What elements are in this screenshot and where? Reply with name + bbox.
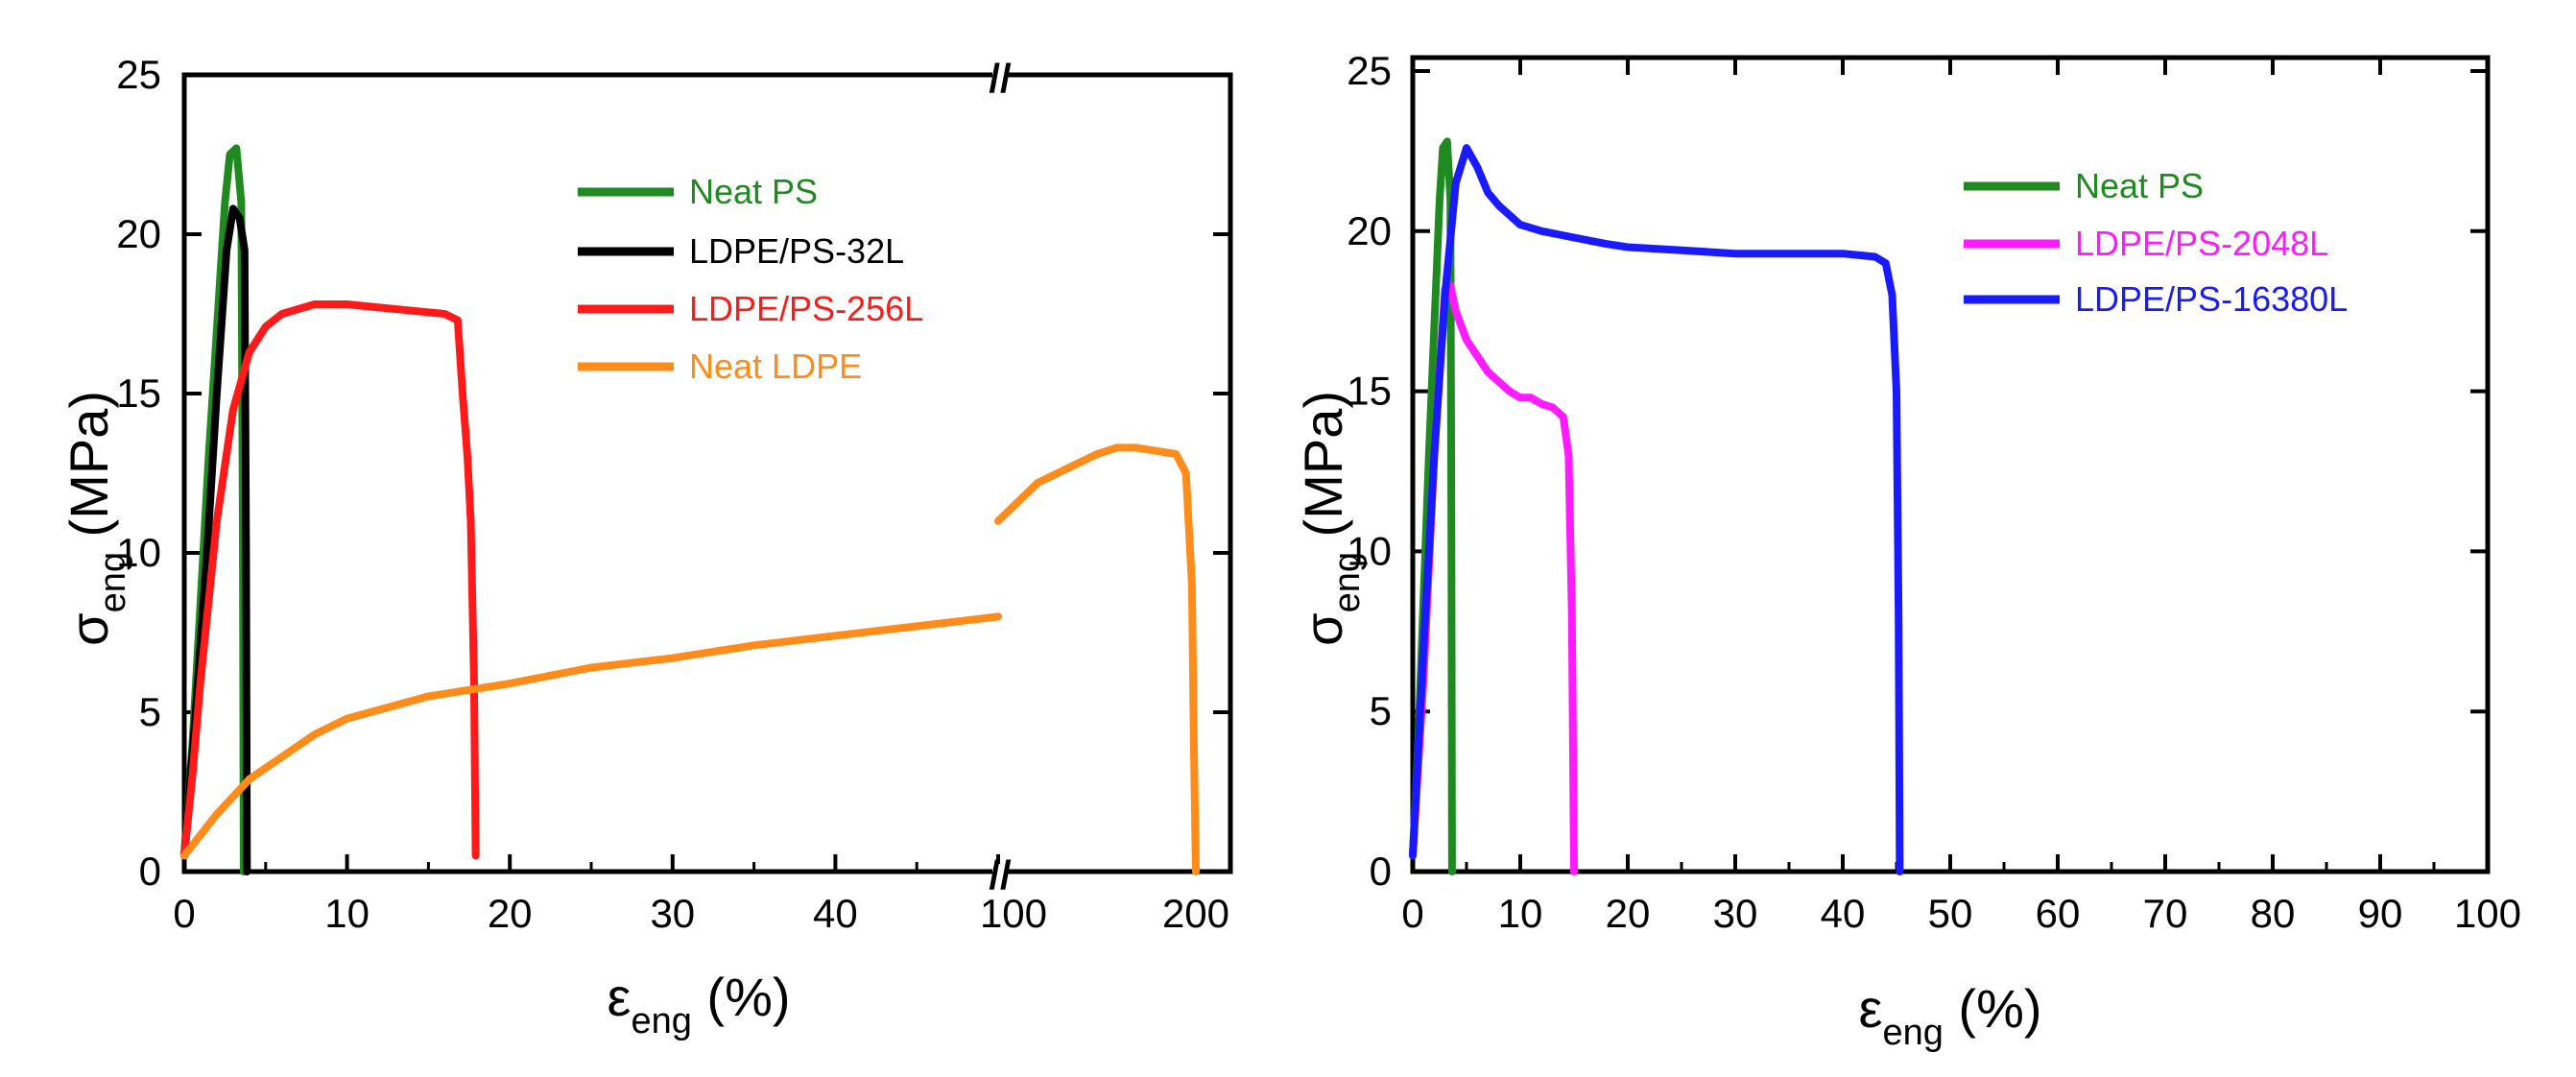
series-line (1409, 144, 1904, 875)
break-mark: // (989, 852, 1012, 898)
series-line (994, 443, 1200, 875)
x-tick-label: 40 (1821, 891, 1866, 936)
x-tick-label: 30 (650, 891, 695, 936)
x-tick-label: 10 (1498, 891, 1543, 936)
break-mark: // (989, 56, 1012, 101)
y-tick-label: 5 (1370, 688, 1392, 733)
break-gap (992, 67, 1008, 83)
right-y-unit: (MPa) (1293, 391, 1353, 552)
x-tick-label: 80 (2251, 891, 2296, 936)
y-tick-label: 25 (116, 52, 161, 97)
y-tick-label: 20 (1347, 208, 1392, 253)
legend-label: LDPE/PS-32L (689, 231, 904, 271)
right-legend: Neat PS LDPE/PS-2048L LDPE/PS-16380L (1964, 166, 2348, 319)
left-x-sub: eng (631, 1001, 691, 1041)
y-tick-label: 15 (116, 371, 161, 416)
x-tick-label: 60 (2036, 891, 2081, 936)
y-tick-label: 15 (1347, 369, 1392, 414)
left-legend: Neat PS LDPE/PS-32L LDPE/PS-256L Neat LD… (578, 172, 923, 386)
x-tick-label: 20 (488, 891, 533, 936)
x-tick-label: 20 (1606, 891, 1651, 936)
left-series (180, 144, 1200, 875)
right-x-unit: (%) (1944, 978, 2042, 1039)
x-tick-label: 30 (1713, 891, 1758, 936)
x-tick-label: 50 (1928, 891, 1973, 936)
x-tick-label: 100 (980, 891, 1047, 936)
x-tick-label: 10 (324, 891, 370, 936)
right-tick-labels: 0 5 10 15 20 25 0 10 20 30 40 50 60 70 80 90 100 (1347, 48, 2521, 936)
right-series (1409, 137, 1904, 875)
y-tick-label: 5 (139, 689, 161, 734)
right-x-symbol: ε (1858, 978, 1882, 1039)
legend-label: LDPE/PS-2048L (2075, 224, 2328, 263)
series-line (180, 612, 1002, 860)
legend-label: Neat PS (689, 172, 818, 211)
series-line (180, 204, 251, 875)
left-y-sub: eng (93, 552, 133, 612)
legend-label: Neat PS (2075, 166, 2204, 205)
legend-item: LDPE/PS-256L (578, 289, 923, 328)
right-x-axis-title: εeng (%) (1858, 978, 2041, 1053)
legend-item: LDPE/PS-16380L (1964, 279, 2348, 319)
y-tick-label: 10 (1347, 528, 1392, 573)
x-tick-label: 70 (2143, 891, 2188, 936)
legend-label: LDPE/PS-256L (689, 289, 923, 328)
y-tick-label: 20 (116, 211, 161, 256)
x-tick-label: 40 (813, 891, 858, 936)
y-tick-label: 10 (116, 530, 161, 575)
y-tick-label: 0 (1370, 849, 1392, 894)
x-tick-label: 200 (1162, 891, 1229, 936)
legend-item: Neat PS (578, 172, 818, 211)
y-tick-label: 0 (139, 849, 161, 894)
legend-item: LDPE/PS-32L (578, 231, 904, 271)
right-y-axis-title: σeng (MPa) (1293, 391, 1368, 646)
left-x-axis-title: εeng (%) (607, 967, 790, 1041)
legend-item: LDPE/PS-2048L (1964, 224, 2328, 263)
legend-label: Neat LDPE (689, 347, 862, 386)
x-tick-label: 90 (2358, 891, 2403, 936)
legend-item: Neat PS (1964, 166, 2204, 205)
left-x-unit: (%) (692, 967, 791, 1027)
legend-item: Neat LDPE (578, 347, 862, 386)
left-y-axis-title: σeng (MPa) (59, 391, 133, 646)
left-y-unit: (MPa) (59, 391, 119, 552)
left-y-symbol: σ (59, 612, 119, 646)
break-gap (992, 864, 1008, 879)
legend-label: LDPE/PS-16380L (2075, 279, 2348, 319)
right-x-sub: eng (1882, 1013, 1943, 1053)
x-tick-label: 100 (2454, 891, 2521, 936)
x-tick-label: 0 (173, 891, 195, 936)
left-plot-frame (181, 72, 1233, 874)
y-tick-label: 25 (1347, 48, 1392, 93)
right-y-symbol: σ (1293, 612, 1353, 646)
left-tick-labels: 0 5 10 15 20 25 0 10 20 30 40 100 200 (116, 52, 1229, 936)
left-axis-break: // // (989, 56, 1012, 898)
x-tick-label: 0 (1401, 891, 1423, 936)
right-y-sub: eng (1327, 552, 1368, 612)
left-x-symbol: ε (607, 967, 631, 1027)
series-line (180, 300, 480, 860)
